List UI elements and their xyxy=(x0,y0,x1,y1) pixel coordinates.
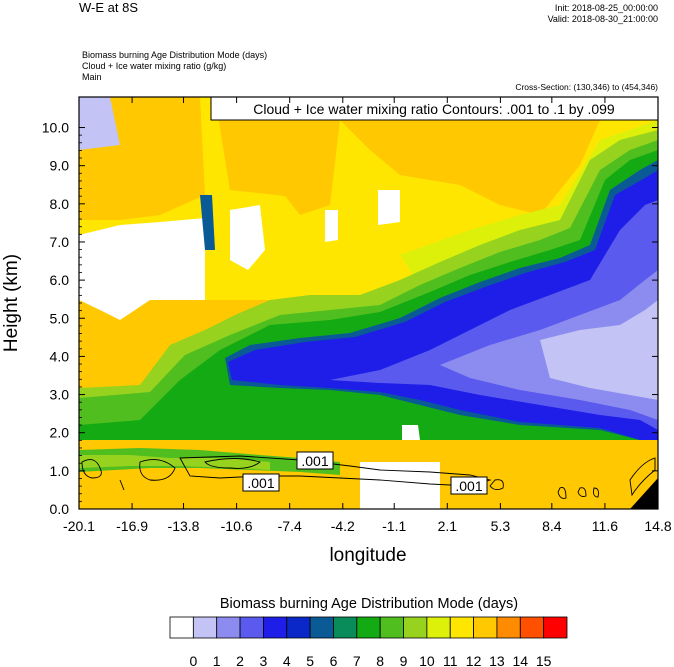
colorbar-box xyxy=(496,616,521,639)
y-tick-label: 6.0 xyxy=(50,272,70,288)
y-tick-label: 8.0 xyxy=(50,196,70,212)
x-tick-label: 2.1 xyxy=(438,518,458,534)
contour-label-group: .001 .001 .001 xyxy=(242,451,488,495)
x-tick-label: -1.1 xyxy=(382,518,406,534)
colorbar-box xyxy=(519,616,545,639)
colorbar-box xyxy=(216,616,241,639)
colorbar-box xyxy=(192,616,218,639)
x-tick-label: 14.8 xyxy=(644,518,671,534)
y-tick-label: 4.0 xyxy=(50,348,70,364)
colorbar: 0 1 2 3 4 5 6 7 8 9 10 11 12 13 14 15 xyxy=(169,616,568,667)
colorbar-box xyxy=(426,616,451,639)
x-axis-label: longitude xyxy=(329,545,406,566)
shaded-field xyxy=(79,97,658,509)
colorbar-label: 5 xyxy=(306,653,314,667)
colorbar-box xyxy=(403,616,428,639)
colorbar-box xyxy=(286,616,311,639)
time-info: Init: 2018-08-25_00:00:00 Valid: 2018-08… xyxy=(548,3,658,25)
x-tick-label: 5.3 xyxy=(491,518,511,534)
x-tick-label: 8.4 xyxy=(542,518,562,534)
y-tick-label: 1.0 xyxy=(50,463,70,479)
field-descriptions: Biomass burning Age Distribution Mode (d… xyxy=(82,50,267,83)
colorbar-label: 8 xyxy=(376,653,384,667)
contour-annotation: Cloud + Ice water mixing ratio Contours:… xyxy=(253,101,615,117)
colorbar-box xyxy=(169,616,194,639)
colorbar-box xyxy=(449,616,474,639)
colorbar-box xyxy=(543,616,568,639)
colorbar-label: 12 xyxy=(466,653,482,667)
colorbar-label: 13 xyxy=(489,653,505,667)
colorbar-box xyxy=(263,616,288,639)
colorbar-label: 6 xyxy=(330,653,338,667)
colorbar-label: 3 xyxy=(260,653,268,667)
colorbar-box xyxy=(379,616,404,639)
init-time: Init: 2018-08-25_00:00:00 xyxy=(554,3,658,13)
x-tick-label: -4.2 xyxy=(331,518,355,534)
colorbar-box xyxy=(309,616,334,639)
colorbar-label: 2 xyxy=(236,653,244,667)
colorbar-box xyxy=(239,616,264,639)
valid-time: Valid: 2018-08-30_21:00:00 xyxy=(547,14,658,24)
y-tick-label: 0.0 xyxy=(50,501,70,517)
colorbar-label: 10 xyxy=(419,653,435,667)
field-contour: Cloud + Ice water mixing ratio (g/kg) xyxy=(82,61,227,71)
colorbar-label: 11 xyxy=(443,653,458,667)
x-tick-label: -10.6 xyxy=(221,518,253,534)
field-domain: Main xyxy=(82,72,102,82)
colorbar-label: 15 xyxy=(536,653,552,667)
x-tick-label: -16.9 xyxy=(116,518,148,534)
y-tick-label: 5.0 xyxy=(50,310,70,326)
y-axis: 0.0 1.0 2.0 3.0 4.0 5.0 6.0 7.0 8.0 9.0 10.0 xyxy=(42,120,658,517)
contour-label-3: .001 xyxy=(455,478,482,494)
x-tick-label: -7.4 xyxy=(278,518,302,534)
y-tick-label: 2.0 xyxy=(50,425,70,441)
colorbar-box xyxy=(473,616,498,639)
x-tick-label: -13.8 xyxy=(168,518,200,534)
x-axis: -20.1 -16.9 -13.8 -10.6 -7.4 -4.2 -1.1 2.1 5.3 8.… xyxy=(63,97,672,534)
x-tick-label: 11.6 xyxy=(592,518,618,534)
colorbar-label: 4 xyxy=(283,653,291,667)
y-axis-label: Height (km) xyxy=(1,254,22,352)
colorbar-box xyxy=(356,616,381,639)
colorbar-label: 14 xyxy=(513,653,529,667)
chart-title: W-E at 8S xyxy=(79,0,139,15)
contour-label-1: .001 xyxy=(301,453,328,469)
colorbar-label: 7 xyxy=(353,653,361,667)
field-shaded: Biomass burning Age Distribution Mode (d… xyxy=(82,50,268,60)
colorbar-box xyxy=(333,616,358,639)
x-tick-label: -20.1 xyxy=(63,518,95,534)
cross-section-label: Cross-Section: (130,346) to (454,346) xyxy=(515,82,658,92)
colorbar-label: 1 xyxy=(213,653,221,667)
colorbar-label: 9 xyxy=(400,653,408,667)
y-tick-label: 9.0 xyxy=(50,158,70,174)
colorbar-label: 0 xyxy=(189,653,197,667)
y-tick-label: 10.0 xyxy=(42,120,69,136)
colorbar-title: Biomass burning Age Distribution Mode (d… xyxy=(219,596,519,612)
y-tick-label: 3.0 xyxy=(50,387,70,403)
contour-label-2: .001 xyxy=(247,475,274,491)
y-tick-label: 7.0 xyxy=(50,234,70,250)
